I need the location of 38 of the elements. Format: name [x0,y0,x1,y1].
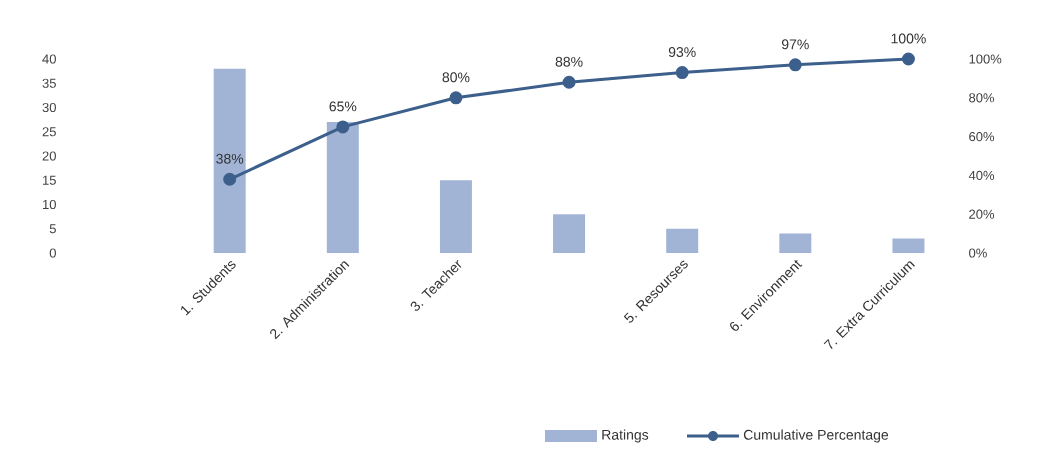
point [901,52,915,66]
y-tick-label: 15 [43,175,56,185]
bar [439,180,472,253]
y2-tick-label: 80% [969,93,995,103]
point [223,172,237,186]
bar [553,214,586,253]
legend-label: Ratings [602,429,649,443]
legend-label: Cumulative Percentage [743,429,889,443]
point [562,75,576,89]
y2-tick-label: 60% [969,131,995,142]
bar [779,233,812,253]
y-tick-label: 10 [43,199,56,210]
y-tick-label: 0 [49,248,56,258]
data-label: 65% [329,101,357,112]
y2-tick-label: 100% [969,54,1002,64]
point [675,66,689,80]
data-label: 38% [216,153,244,164]
data-label: 93% [668,47,696,58]
bar [213,68,246,253]
bar [892,238,925,253]
y-tick-label: 5 [49,224,56,234]
bar [666,228,699,253]
y2-tick-label: 20% [969,209,995,219]
y-tick-label: 30 [42,102,56,113]
y-tick-label: 40 [42,54,56,64]
data-label: 80% [442,72,470,83]
y2-tick-label: 40% [968,170,995,180]
data-label: 88% [555,56,583,67]
point [788,58,802,72]
y-tick-label: 25 [42,127,56,137]
data-label: 100% [891,33,926,44]
y-tick-label: 20 [42,151,56,161]
y-tick-label: 35 [42,78,56,88]
y2-tick-label: 0% [969,248,987,258]
point [449,91,463,105]
data-label: 97% [781,39,809,50]
point [336,120,350,134]
bar [326,122,359,253]
